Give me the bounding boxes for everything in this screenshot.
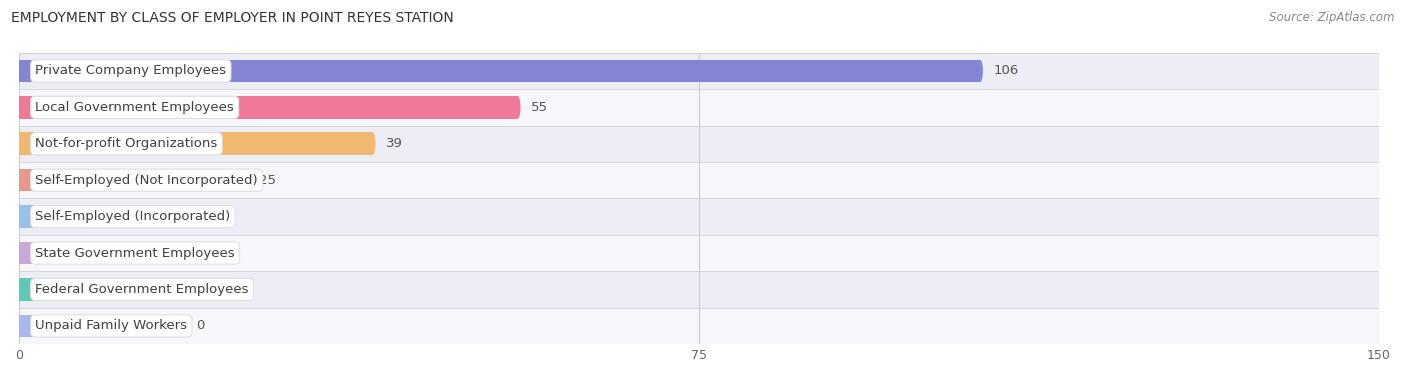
Wedge shape [183,278,186,301]
Bar [20,169,243,192]
Wedge shape [20,169,22,192]
Wedge shape [83,205,86,228]
Wedge shape [20,205,22,228]
Wedge shape [373,132,375,155]
Text: 55: 55 [531,101,548,114]
Text: Not-for-profit Organizations: Not-for-profit Organizations [35,137,218,150]
Bar [243,169,246,192]
Bar [80,205,83,228]
Text: Private Company Employees: Private Company Employees [35,64,226,77]
Bar [180,242,183,264]
Bar [20,96,515,119]
Bar [20,205,80,228]
Text: Federal Government Employees: Federal Government Employees [35,283,249,296]
Text: 0: 0 [195,283,204,296]
FancyBboxPatch shape [20,271,1379,308]
Text: 39: 39 [387,137,404,150]
Text: Source: ZipAtlas.com: Source: ZipAtlas.com [1270,11,1395,24]
Text: 0: 0 [195,247,204,259]
Bar [977,60,980,82]
Wedge shape [20,132,22,155]
FancyBboxPatch shape [20,162,1379,198]
FancyBboxPatch shape [20,126,1379,162]
Wedge shape [183,242,186,264]
Wedge shape [183,315,186,337]
Bar [370,132,373,155]
FancyBboxPatch shape [20,53,1379,89]
FancyBboxPatch shape [20,198,1379,235]
Text: Local Government Employees: Local Government Employees [35,101,233,114]
Text: 106: 106 [994,64,1019,77]
Text: Self-Employed (Not Incorporated): Self-Employed (Not Incorporated) [35,174,257,187]
Bar [20,132,370,155]
Wedge shape [20,278,22,301]
Wedge shape [980,60,983,82]
Wedge shape [20,96,22,119]
Bar [20,242,180,264]
Bar [20,278,180,301]
Bar [20,60,977,82]
Bar [20,315,180,337]
Text: Self-Employed (Incorporated): Self-Employed (Incorporated) [35,210,231,223]
Wedge shape [517,96,520,119]
Bar [180,278,183,301]
Text: State Government Employees: State Government Employees [35,247,235,259]
Text: Unpaid Family Workers: Unpaid Family Workers [35,319,187,333]
Wedge shape [20,60,22,82]
FancyBboxPatch shape [20,89,1379,126]
FancyBboxPatch shape [20,235,1379,271]
Wedge shape [246,169,249,192]
Wedge shape [20,315,22,337]
Wedge shape [20,242,22,264]
Text: 7: 7 [96,210,104,223]
Text: 0: 0 [195,319,204,333]
Bar [180,315,183,337]
Text: EMPLOYMENT BY CLASS OF EMPLOYER IN POINT REYES STATION: EMPLOYMENT BY CLASS OF EMPLOYER IN POINT… [11,11,454,25]
FancyBboxPatch shape [20,308,1379,344]
Bar [515,96,517,119]
Text: 25: 25 [259,174,276,187]
